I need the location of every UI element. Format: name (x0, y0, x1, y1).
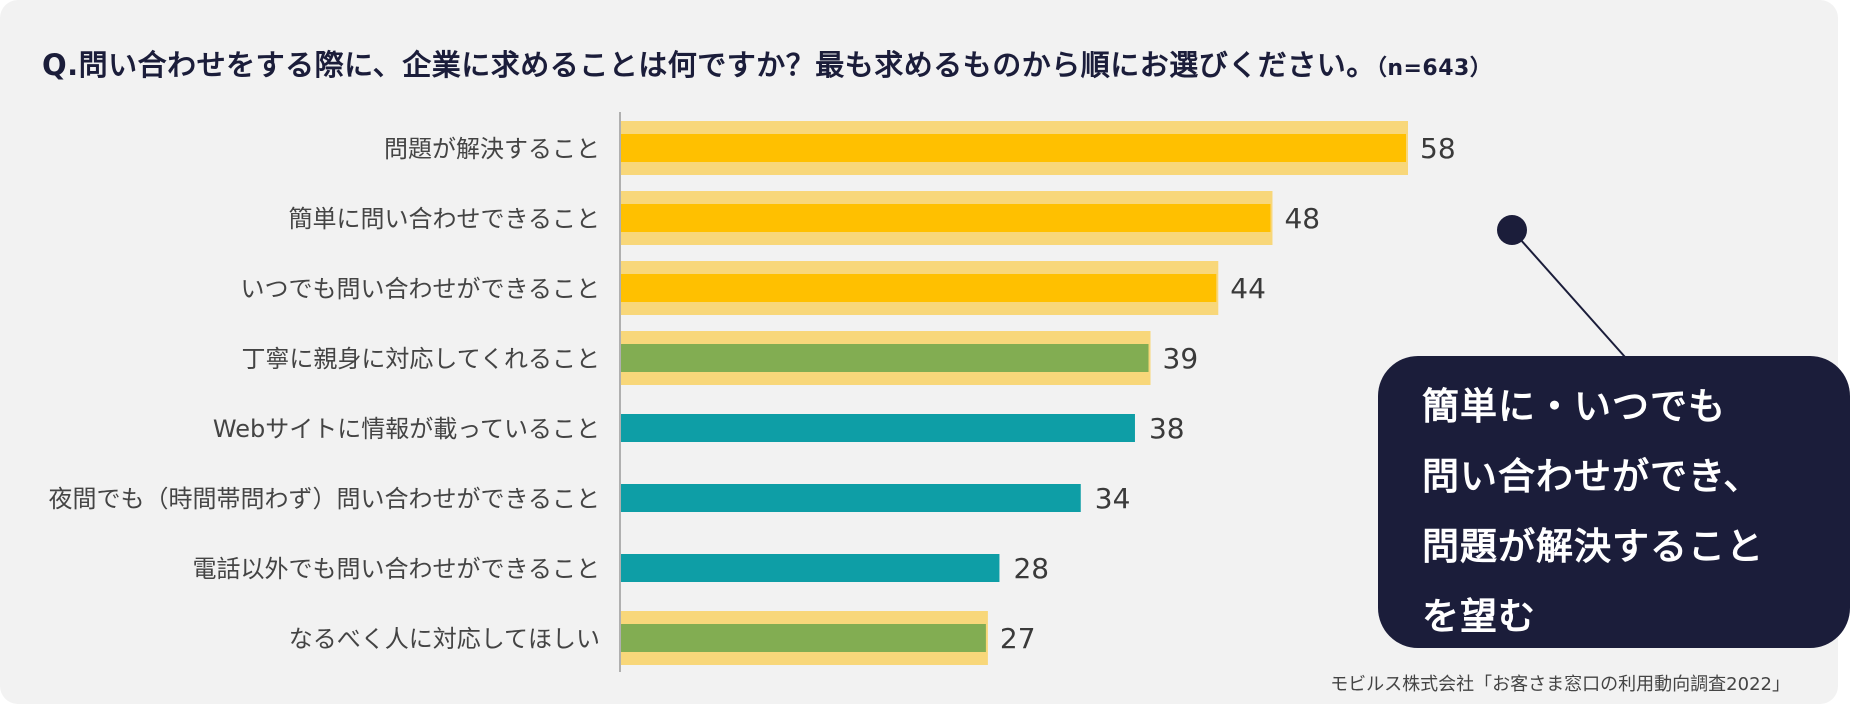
category-label: 夜間でも（時間帯問わず）問い合わせができること (48, 485, 600, 513)
category-label: 問題が解決すること (384, 135, 600, 163)
category-label: なるべく人に対応してほしい (289, 625, 600, 653)
bar (620, 134, 1406, 162)
bar (620, 344, 1149, 372)
value-label: 27 (1000, 622, 1036, 655)
title-question: Q.問い合わせをする際に、企業に求めることは何ですか？最も求めるものから順にお選… (42, 48, 1376, 82)
category-label: 丁寧に親身に対応してくれること (241, 345, 600, 373)
value-label: 28 (1013, 552, 1049, 585)
value-label: 34 (1095, 482, 1131, 515)
bar (620, 204, 1271, 232)
category-label: いつでも問い合わせができること (240, 275, 600, 303)
category-label: 簡単に問い合わせできること (288, 205, 600, 233)
title-sample-size: （n=643） (1375, 56, 1493, 81)
value-label: 44 (1230, 272, 1266, 305)
value-label: 58 (1420, 132, 1456, 165)
value-label: 39 (1163, 342, 1199, 375)
bar (620, 274, 1217, 302)
value-label: 38 (1149, 412, 1185, 445)
category-label: 電話以外でも問い合わせができること (192, 555, 600, 583)
chart-title: Q.問い合わせをする際に、企業に求めることは何ですか？最も求めるものから順にお選… (42, 42, 1492, 84)
source-note: モビルス株式会社「お客さま窓口の利用動向調査2022」 (1330, 674, 1790, 695)
callout-connector-line (1511, 229, 1626, 358)
category-label: Webサイトに情報が載っていること (213, 415, 600, 443)
bar (620, 414, 1135, 442)
bar (620, 624, 986, 652)
callout-text: 簡単に・いつでも 問い合わせができ、 問題が解決すること を望む (1422, 385, 1764, 638)
value-label: 48 (1284, 202, 1320, 235)
bar (620, 554, 1000, 582)
bar (620, 484, 1081, 512)
callout-box: 簡単に・いつでも 問い合わせができ、 問題が解決すること を望む (1378, 356, 1850, 648)
callout-connector-dot (1497, 215, 1527, 245)
